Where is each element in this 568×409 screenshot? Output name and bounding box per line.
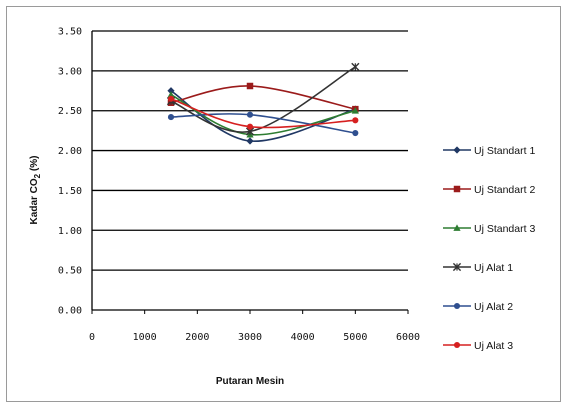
x-tick-label: 5000	[343, 332, 367, 343]
chart-frame	[6, 6, 561, 402]
legend-label: Uj Standart 1	[474, 145, 535, 157]
data-point	[246, 111, 254, 118]
data-point	[167, 95, 175, 102]
data-point	[167, 91, 175, 98]
y-axis-title: Kadar CO2 (%)	[29, 156, 42, 225]
y-axis-title-main: Kadar CO	[29, 178, 40, 224]
x-tick-label: 1000	[133, 332, 157, 343]
data-point	[246, 123, 254, 130]
series-lines	[166, 62, 360, 145]
x-tick-label: 0	[89, 332, 95, 343]
data-point	[351, 62, 360, 71]
data-point	[246, 137, 254, 145]
x-tick-label: 4000	[291, 332, 315, 343]
y-tick-label: 3.00	[58, 66, 82, 77]
y-axis-title-subscript: 2	[33, 173, 42, 178]
legend-marker	[453, 302, 461, 310]
legend-marker	[453, 341, 461, 349]
legend-label: Uj Alat 1	[474, 262, 513, 274]
grid-lines	[92, 30, 408, 271]
tick-labels: 0.00 0.50 1.00 1.50 2.00 2.50 3.00 3.50 0 1000 200…	[58, 27, 420, 344]
data-point	[351, 107, 359, 114]
legend-marker	[453, 146, 461, 154]
legend-marker	[452, 262, 462, 272]
legend-label: Uj Standart 2	[474, 184, 535, 196]
y-tick-label: 0.00	[58, 306, 82, 317]
x-tick-label: 6000	[396, 332, 420, 343]
data-point	[167, 87, 175, 95]
axes	[91, 31, 409, 314]
legend-label: Uj Alat 2	[474, 301, 513, 313]
y-axis-title-unit: (%)	[29, 156, 40, 174]
y-tick-label: 1.00	[58, 226, 82, 237]
data-point	[246, 82, 254, 90]
y-tick-label: 2.00	[58, 146, 82, 157]
x-axis-title: Putaran Mesin	[216, 376, 284, 387]
x-tick-label: 2000	[185, 332, 209, 343]
legend-label: Uj Alat 3	[474, 340, 513, 352]
series-line	[170, 85, 356, 110]
y-tick-label: 1.50	[58, 186, 82, 197]
legend-label: Uj Standart 3	[474, 223, 535, 235]
y-tick-label: 0.50	[58, 266, 82, 277]
y-tick-label: 3.50	[58, 27, 82, 38]
data-point	[352, 129, 359, 137]
data-point	[167, 114, 175, 121]
y-tick-label: 2.50	[58, 106, 82, 117]
legend-marker	[453, 224, 461, 231]
data-point	[352, 117, 359, 124]
legend: Uj Standart 1 Uj Standart 2 Uj Standart 3 U…	[443, 145, 535, 352]
legend-marker	[453, 185, 461, 193]
x-tick-label: 3000	[238, 332, 262, 343]
